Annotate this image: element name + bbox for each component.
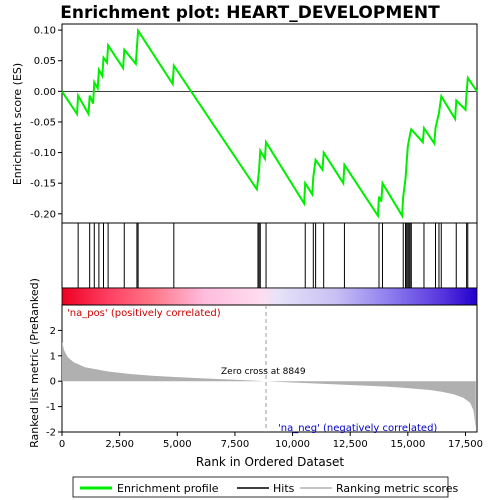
x-tick-label: 5,000: [163, 439, 192, 450]
es-y-tick-label: -0.05: [30, 117, 56, 128]
metric-panel: 2 1 0 -1 -2 'na_pos' (positively correlated)…: [28, 278, 478, 448]
x-tick-label: 2,500: [105, 439, 134, 450]
zero-cross-label: Zero cross at 8849: [221, 367, 306, 377]
pos-correlated-label: 'na_pos' (positively correlated): [67, 308, 221, 319]
es-y-axis-label: Enrichment score (ES): [11, 63, 24, 185]
x-tick-label: 15,000: [390, 439, 425, 450]
x-axis: 0 2,500 5,000 7,500 10,000 12,500 15,000 17,500: [59, 432, 483, 450]
legend: Enrichment profile Hits Ranking metric s…: [72, 476, 458, 498]
es-y-tick-label: 0.05: [34, 56, 56, 67]
enrichment-profile-line: [61, 27, 478, 219]
metric-y-tick-label: 0: [50, 377, 56, 388]
x-tick-label: 10,000: [275, 439, 310, 450]
metric-y-tick-label: 1: [50, 351, 56, 362]
x-tick-label: 12,500: [333, 439, 368, 450]
x-tick-label: 0: [59, 439, 65, 450]
legend-metric-label: Ranking metric scores: [336, 482, 458, 495]
legend-box: [72, 476, 449, 498]
es-y-tick-label: 0.00: [34, 87, 56, 98]
x-tick-label: 7,500: [221, 439, 250, 450]
es-y-axis: 0.10 0.05 0.00 -0.05 -0.10 -0.15 -0.20: [30, 26, 62, 220]
metric-y-axis-label: Ranked list metric (PreRanked): [28, 278, 41, 448]
x-tick-label: 17,500: [448, 439, 483, 450]
es-y-tick-label: 0.10: [34, 26, 56, 37]
metric-y-axis: 2 1 0 -1 -2: [46, 326, 62, 439]
hits-lines: [61, 223, 469, 288]
es-y-tick-label: -0.20: [30, 209, 56, 220]
es-y-tick-label: -0.10: [30, 148, 56, 159]
metric-y-tick-label: 2: [50, 326, 56, 337]
metric-panel-frame: [61, 304, 478, 433]
legend-hits-label: Hits: [273, 482, 295, 495]
ranking-metric-area: [62, 341, 476, 429]
metric-y-tick-label: -1: [46, 402, 56, 413]
rank-color-band: [61, 287, 478, 306]
metric-y-tick-label: -2: [46, 428, 56, 439]
es-panel: 0.10 0.05 0.00 -0.05 -0.10 -0.15 -0.20 Enrichm…: [11, 23, 478, 224]
hits-panel: [61, 222, 478, 289]
rank-color-band-rect: [61, 287, 478, 306]
es-y-tick-label: -0.15: [30, 179, 56, 190]
legend-es-label: Enrichment profile: [117, 482, 219, 495]
x-axis-label: Rank in Ordered Dataset: [196, 455, 344, 469]
chart-title: Enrichment plot: HEART_DEVELOPMENT: [60, 3, 440, 23]
neg-correlated-label: 'na_neg' (negatively correlated): [278, 423, 437, 434]
